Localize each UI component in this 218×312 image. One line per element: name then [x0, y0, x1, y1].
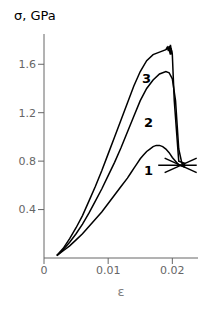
- svg-text:ε: ε: [117, 284, 124, 298]
- svg-text:0.4: 0.4: [19, 203, 37, 216]
- svg-text:1: 1: [144, 163, 153, 178]
- svg-text:1.6: 1.6: [19, 58, 37, 71]
- svg-text:0.8: 0.8: [19, 155, 37, 168]
- html-text:σ, GPa: σ, GPa: [14, 8, 56, 23]
- svg-text:0.02: 0.02: [160, 264, 185, 277]
- svg-text:2: 2: [144, 115, 153, 130]
- svg-text:0.01: 0.01: [96, 264, 121, 277]
- svg-text:1.2: 1.2: [19, 107, 37, 120]
- svg-text:3: 3: [142, 71, 151, 86]
- svg-text:0: 0: [41, 264, 48, 277]
